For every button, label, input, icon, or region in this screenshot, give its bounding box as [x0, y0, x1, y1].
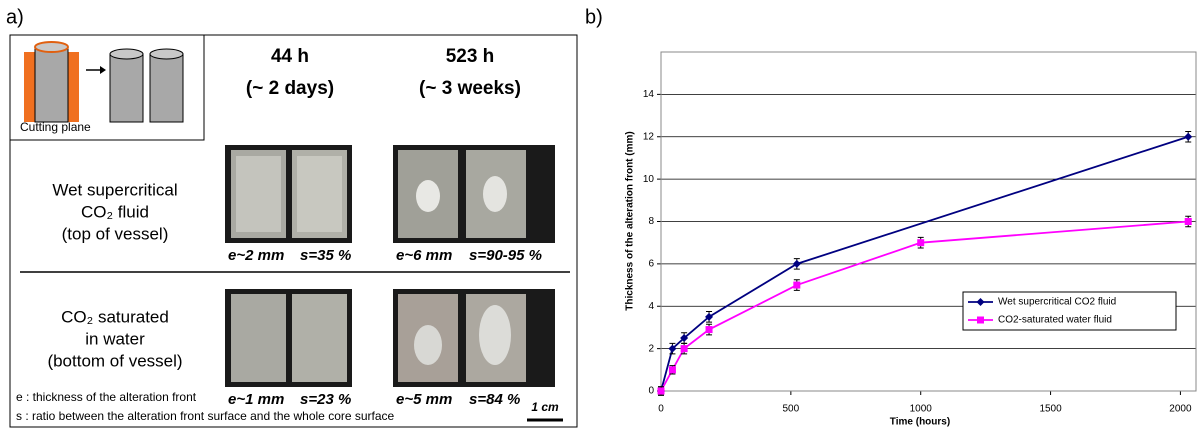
x-tick-label: 1000	[910, 404, 933, 415]
marker	[668, 366, 676, 374]
x-tick-label: 1500	[1039, 404, 1062, 415]
y-tick-label: 4	[648, 301, 654, 312]
marker	[668, 344, 677, 353]
y-tick-label: 6	[648, 259, 654, 270]
x-tick-label: 0	[658, 404, 664, 415]
marker	[680, 334, 689, 343]
y-tick-label: 0	[648, 386, 654, 397]
column-duration: (~ 2 days)	[246, 78, 334, 99]
column-duration: (~ 3 weeks)	[419, 78, 521, 99]
column-time: 44 h	[271, 46, 309, 67]
legend-label: Wet supercritical CO2 fluid	[998, 297, 1116, 308]
condition: Wet supercritical	[52, 180, 177, 199]
column-time: 523 h	[446, 46, 495, 67]
x-tick-label: 2000	[1169, 404, 1192, 415]
panel-label: b)	[585, 6, 603, 28]
condition: in water	[85, 329, 145, 348]
y-tick-label: 10	[643, 174, 655, 185]
condition: CO₂ saturated	[61, 307, 169, 326]
measure: e~5 mm	[396, 391, 452, 408]
y-tick-label: 12	[643, 131, 655, 142]
y-tick-label: 2	[648, 343, 654, 354]
measure: s=90-95 %	[469, 247, 542, 264]
footnote: s : ratio between the alteration front s…	[16, 409, 395, 423]
marker	[705, 312, 714, 321]
x-axis-title: Time (hours)	[890, 417, 950, 428]
marker	[793, 281, 801, 289]
measure: s=23 %	[300, 391, 351, 408]
footnote: e : thickness of the alteration front	[16, 390, 197, 404]
condition: (bottom of vessel)	[47, 351, 182, 370]
panel-label: a)	[6, 6, 24, 28]
inset-caption: Cutting plane	[20, 120, 91, 134]
sample-photos	[225, 145, 555, 387]
condition: (top of vessel)	[62, 224, 169, 243]
measure: e~1 mm	[228, 391, 284, 408]
marker	[705, 326, 713, 334]
measure: e~2 mm	[228, 247, 284, 264]
marker	[792, 259, 801, 268]
panel-frame	[9, 34, 578, 428]
marker	[917, 239, 925, 247]
marker	[1184, 218, 1192, 225]
scale-label: 1 cm	[531, 400, 559, 414]
legend-box	[962, 291, 1177, 331]
marker	[1184, 132, 1193, 141]
measure: s=84 %	[469, 391, 520, 408]
x-tick-label: 500	[783, 404, 800, 415]
plot-frame	[660, 51, 1197, 392]
marker	[680, 345, 688, 353]
y-tick-label: 8	[648, 216, 654, 227]
y-tick-label: 14	[643, 89, 655, 100]
series-line	[660, 135, 1189, 392]
cylinder-diagram	[24, 41, 184, 123]
marker	[977, 316, 984, 324]
marker	[657, 387, 665, 395]
measure: s=35 %	[300, 247, 351, 264]
legend-label: CO2-saturated water fluid	[998, 315, 1112, 326]
condition: CO₂ fluid	[81, 202, 149, 221]
marker	[976, 298, 985, 306]
measure: e~6 mm	[396, 247, 452, 264]
y-axis-title: Thickness of the alteration front (mm)	[625, 131, 636, 310]
